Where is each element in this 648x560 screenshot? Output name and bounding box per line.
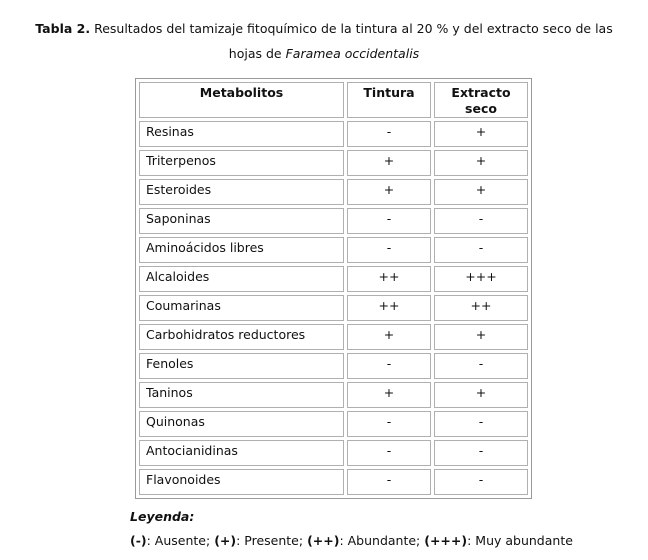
results-table: Metabolitos Tintura Extracto seco Resina… bbox=[135, 78, 532, 499]
tintura-cell: - bbox=[347, 121, 431, 147]
extracto-cell: - bbox=[434, 353, 528, 379]
table-row: Esteroides + + bbox=[139, 179, 528, 205]
table-row: Alcaloides ++ +++ bbox=[139, 266, 528, 292]
species-name: Faramea occidentalis bbox=[285, 46, 420, 61]
tintura-cell: - bbox=[347, 208, 431, 234]
legend-meaning: : Muy abundante bbox=[467, 533, 573, 548]
metabolito-cell: Triterpenos bbox=[139, 150, 344, 176]
legend: (-): Ausente; (+): Presente; (++): Abund… bbox=[130, 531, 648, 551]
metabolito-cell: Resinas bbox=[139, 121, 344, 147]
extracto-cell: + bbox=[434, 150, 528, 176]
tintura-cell: - bbox=[347, 440, 431, 466]
metabolito-cell: Esteroides bbox=[139, 179, 344, 205]
tintura-cell: ++ bbox=[347, 266, 431, 292]
tintura-cell: + bbox=[347, 179, 431, 205]
tintura-cell: + bbox=[347, 150, 431, 176]
extracto-cell: - bbox=[434, 411, 528, 437]
legend-title: Leyenda: bbox=[130, 509, 195, 524]
metabolito-cell: Alcaloides bbox=[139, 266, 344, 292]
caption-line-2: hojas de Faramea occidentalis bbox=[0, 41, 648, 66]
legend-symbol: (++) bbox=[307, 533, 340, 548]
table-row: Antocianidinas - - bbox=[139, 440, 528, 466]
extracto-cell: - bbox=[434, 469, 528, 495]
header-row: Metabolitos Tintura Extracto seco bbox=[139, 82, 528, 118]
tintura-cell: + bbox=[347, 324, 431, 350]
caption-label: Tabla 2. bbox=[35, 21, 91, 36]
header-metabolitos: Metabolitos bbox=[139, 82, 344, 118]
header-extracto: Extracto seco bbox=[434, 82, 528, 118]
legend-symbol: (+++) bbox=[424, 533, 468, 548]
extracto-cell: - bbox=[434, 237, 528, 263]
table-row: Carbohidratos reductores + + bbox=[139, 324, 528, 350]
caption-text: Resultados del tamizaje fitoquímico de l… bbox=[90, 21, 613, 36]
tintura-cell: - bbox=[347, 469, 431, 495]
table-caption: Tabla 2. Resultados del tamizaje fitoquí… bbox=[0, 0, 648, 66]
legend-meaning: : Abundante; bbox=[339, 533, 425, 548]
extracto-cell: +++ bbox=[434, 266, 528, 292]
metabolito-cell: Fenoles bbox=[139, 353, 344, 379]
extracto-cell: - bbox=[434, 440, 528, 466]
metabolito-cell: Carbohidratos reductores bbox=[139, 324, 344, 350]
metabolito-cell: Coumarinas bbox=[139, 295, 344, 321]
metabolito-cell: Saponinas bbox=[139, 208, 344, 234]
caption-text-2: hojas de bbox=[228, 46, 286, 61]
table-row: Coumarinas ++ ++ bbox=[139, 295, 528, 321]
extracto-cell: + bbox=[434, 179, 528, 205]
metabolito-cell: Aminoácidos libres bbox=[139, 237, 344, 263]
table-row: Flavonoides - - bbox=[139, 469, 528, 495]
metabolito-cell: Antocianidinas bbox=[139, 440, 344, 466]
tintura-cell: - bbox=[347, 411, 431, 437]
tintura-cell: ++ bbox=[347, 295, 431, 321]
extracto-cell: + bbox=[434, 382, 528, 408]
legend-meaning: : Ausente; bbox=[146, 533, 215, 548]
table-row: Taninos + + bbox=[139, 382, 528, 408]
metabolito-cell: Quinonas bbox=[139, 411, 344, 437]
legend-meaning: : Presente; bbox=[236, 533, 308, 548]
table-row: Saponinas - - bbox=[139, 208, 528, 234]
metabolito-cell: Flavonoides bbox=[139, 469, 344, 495]
extracto-cell: - bbox=[434, 208, 528, 234]
header-tintura: Tintura bbox=[347, 82, 431, 118]
tintura-cell: + bbox=[347, 382, 431, 408]
legend-symbol: (-) bbox=[130, 533, 147, 548]
table-row: Fenoles - - bbox=[139, 353, 528, 379]
table-row: Triterpenos + + bbox=[139, 150, 528, 176]
extracto-cell: + bbox=[434, 324, 528, 350]
tintura-cell: - bbox=[347, 353, 431, 379]
metabolito-cell: Taninos bbox=[139, 382, 344, 408]
table-row: Aminoácidos libres - - bbox=[139, 237, 528, 263]
legend-symbol: (+) bbox=[214, 533, 237, 548]
extracto-cell: ++ bbox=[434, 295, 528, 321]
tintura-cell: - bbox=[347, 237, 431, 263]
table-row: Resinas - + bbox=[139, 121, 528, 147]
table-row: Quinonas - - bbox=[139, 411, 528, 437]
caption-line-1: Tabla 2. Resultados del tamizaje fitoquí… bbox=[0, 16, 648, 41]
extracto-cell: + bbox=[434, 121, 528, 147]
